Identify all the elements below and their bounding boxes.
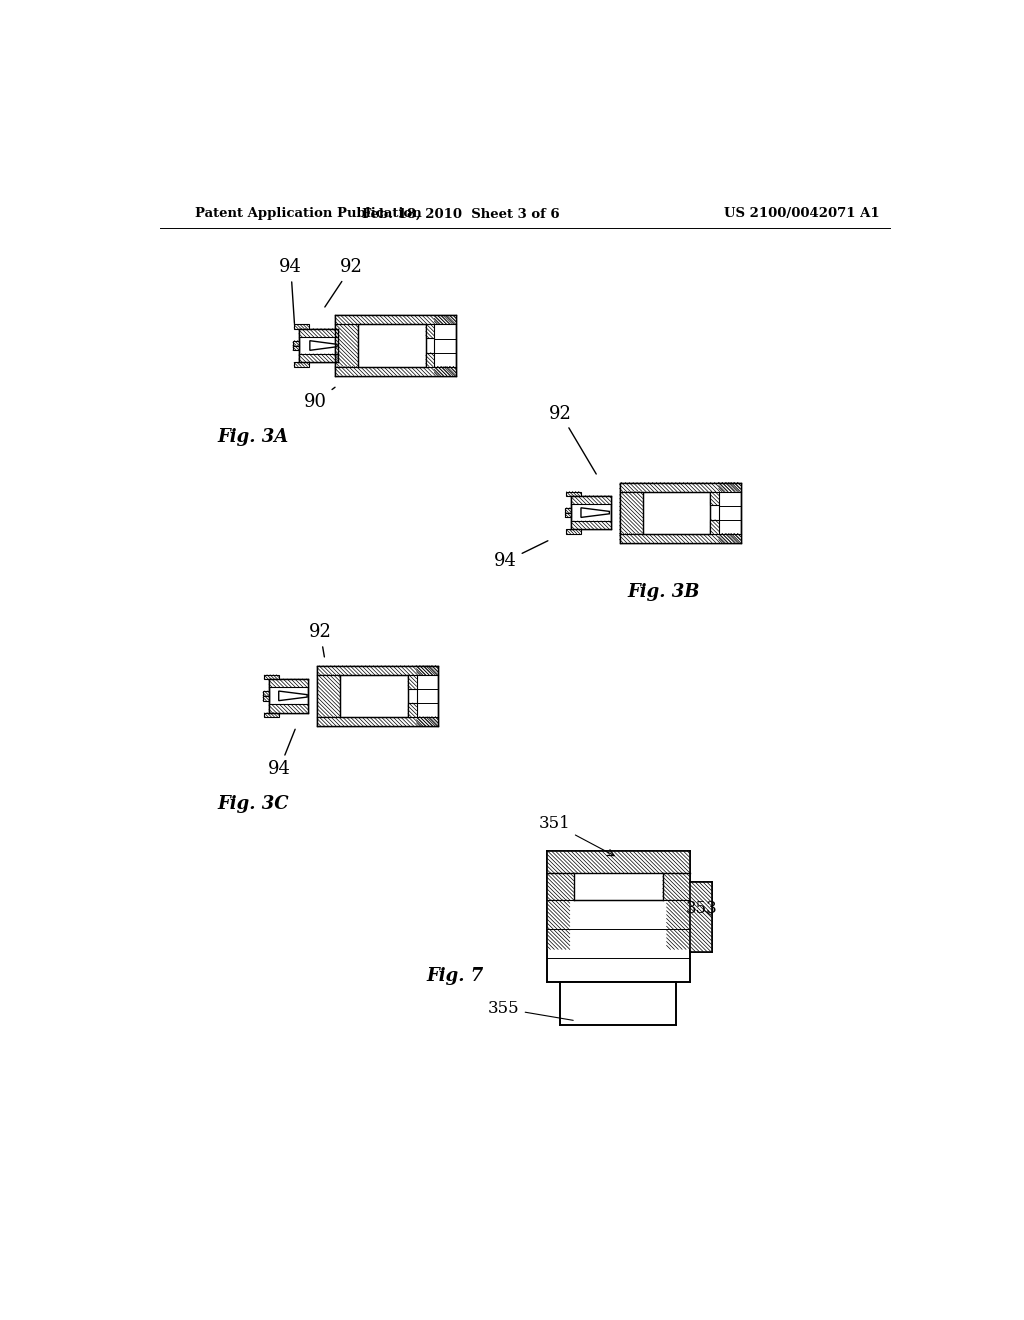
Bar [690,882,712,952]
Polygon shape [310,341,337,350]
Text: Fig. 3C: Fig. 3C [217,795,289,813]
Text: 355: 355 [488,1001,573,1020]
Text: Feb. 18, 2010  Sheet 3 of 6: Feb. 18, 2010 Sheet 3 of 6 [362,207,560,220]
Bar [263,696,269,701]
Bar [667,900,690,949]
Bar [571,496,610,529]
Bar [719,533,740,543]
Polygon shape [581,508,609,517]
Bar [690,882,712,952]
Bar [620,483,740,491]
Text: 90: 90 [304,387,335,411]
Text: US 2100/0042071 A1: US 2100/0042071 A1 [724,207,880,220]
Bar [434,367,456,376]
Bar [426,352,434,367]
Text: Fig. 7: Fig. 7 [426,966,483,985]
Text: Patent Application Publication: Patent Application Publication [195,207,422,220]
Bar [409,675,417,689]
Bar [547,873,573,900]
Bar [340,675,409,717]
Text: 353: 353 [686,900,718,917]
Text: 94: 94 [280,259,302,323]
Bar [264,713,279,717]
Text: Fig. 3A: Fig. 3A [217,428,289,446]
Bar [663,873,690,900]
Bar [269,678,308,688]
Bar [434,315,456,325]
Bar [358,325,426,367]
Bar [335,367,456,376]
Text: 94: 94 [494,541,548,570]
Bar [317,665,438,726]
Bar [560,982,676,1024]
Bar [264,675,279,678]
Bar [335,315,456,325]
Bar [299,329,338,337]
Bar [547,900,569,949]
Text: 92: 92 [549,405,596,474]
Bar [409,704,417,717]
Bar [269,705,308,713]
Bar [565,508,571,512]
Bar [293,341,299,346]
Text: 351: 351 [539,816,614,855]
Bar [620,491,643,533]
Bar [566,491,582,496]
Bar [711,520,719,533]
Bar [711,491,719,506]
Bar [317,717,438,726]
Text: 92: 92 [325,259,362,308]
Bar [571,496,610,504]
Text: 92: 92 [309,623,332,657]
Bar [417,665,438,675]
Bar [565,512,571,517]
Bar [620,533,740,543]
Bar [269,678,308,713]
Bar [566,529,582,533]
Bar [417,717,438,726]
Bar [426,325,434,338]
Bar [571,521,610,529]
Bar [547,851,690,982]
Bar [547,851,690,873]
Bar [317,675,340,717]
Bar [335,315,456,375]
Text: 94: 94 [267,729,295,779]
Polygon shape [279,692,307,701]
Bar [263,692,269,696]
Bar [299,354,338,362]
Bar [294,325,309,329]
Bar [299,329,338,362]
Bar [317,665,438,675]
Bar [719,483,740,491]
Bar [643,491,711,533]
Bar [335,325,358,367]
Bar [620,483,740,543]
Bar [294,362,309,367]
Text: Fig. 3B: Fig. 3B [628,583,700,602]
Bar [293,346,299,350]
